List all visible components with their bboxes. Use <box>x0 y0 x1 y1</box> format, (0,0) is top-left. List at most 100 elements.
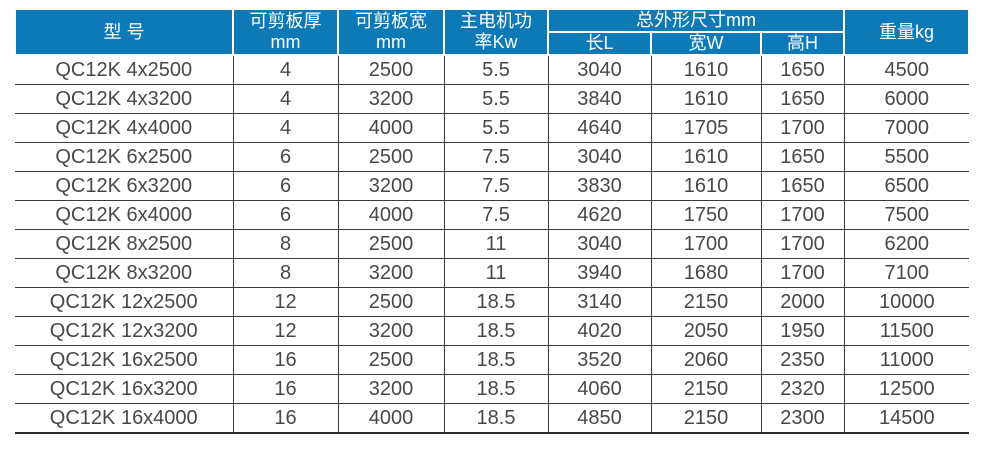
table-row: QC12K 4x4000 4 4000 5.5 4640 1705 1700 7… <box>15 113 970 143</box>
cell-model: QC12K 6x4000 <box>15 200 234 230</box>
cell-weight: 11000 <box>843 345 970 375</box>
cell-power: 5.5 <box>443 55 549 85</box>
cell-power: 18.5 <box>443 345 549 375</box>
cell-thickness: 16 <box>232 403 339 434</box>
cell-power: 18.5 <box>443 287 549 317</box>
cell-length: 4060 <box>547 374 652 404</box>
cell-thickness: 6 <box>232 142 339 172</box>
cell-width-dim: 1610 <box>650 171 762 201</box>
col-header-width-label: 可剪板宽 <box>355 11 427 31</box>
col-header-power-line1: 主电机功 <box>460 11 532 31</box>
cell-height: 1700 <box>760 229 845 259</box>
cell-width: 3200 <box>337 171 445 201</box>
cell-model: QC12K 4x2500 <box>15 55 234 85</box>
cell-thickness: 16 <box>232 374 339 404</box>
cell-width: 3200 <box>337 84 445 114</box>
table-row: QC12K 12x2500 12 2500 18.5 3140 2150 200… <box>15 287 970 317</box>
cell-weight: 10000 <box>843 287 970 317</box>
page: { "colors": { "header_bg": "#0d7ab7", "h… <box>0 8 992 458</box>
cell-height: 1650 <box>760 142 845 172</box>
table-row: QC12K 16x3200 16 3200 18.5 4060 2150 232… <box>15 374 970 404</box>
cell-width-dim: 2050 <box>650 316 762 346</box>
cell-model: QC12K 12x2500 <box>15 287 234 317</box>
cell-weight: 4500 <box>843 55 970 85</box>
cell-power: 5.5 <box>443 113 549 143</box>
cell-thickness: 12 <box>232 287 339 317</box>
cell-power: 18.5 <box>443 403 549 434</box>
cell-length: 4850 <box>547 403 652 434</box>
col-header-width-dim: 宽W <box>650 31 762 56</box>
cell-length: 4620 <box>547 200 652 230</box>
table-row: QC12K 16x2500 16 2500 18.5 3520 2060 235… <box>15 345 970 375</box>
table-row: QC12K 6x4000 6 4000 7.5 4620 1750 1700 7… <box>15 200 970 230</box>
cell-width: 3200 <box>337 374 445 404</box>
cell-length: 4020 <box>547 316 652 346</box>
cell-width: 2500 <box>337 229 445 259</box>
cell-thickness: 16 <box>232 345 339 375</box>
cell-width-dim: 2150 <box>650 374 762 404</box>
cell-power: 7.5 <box>443 200 549 230</box>
cell-width-dim: 1705 <box>650 113 762 143</box>
cell-height: 1650 <box>760 171 845 201</box>
cell-width: 3200 <box>337 316 445 346</box>
cell-width: 2500 <box>337 287 445 317</box>
col-header-length: 长L <box>547 31 652 56</box>
cell-weight: 7500 <box>843 200 970 230</box>
cell-height: 2320 <box>760 374 845 404</box>
cell-weight: 7000 <box>843 113 970 143</box>
table-header: 型 号 可剪板厚 mm 可剪板宽 mm 主电机功 率Kw 总外形尺寸mm 重量k… <box>14 8 971 56</box>
cell-width-dim: 1750 <box>650 200 762 230</box>
col-header-dimensions: 总外形尺寸mm <box>546 8 846 33</box>
cell-height: 2300 <box>760 403 845 434</box>
cell-width-dim: 2150 <box>650 287 762 317</box>
cell-width: 2500 <box>337 142 445 172</box>
table-row: QC12K 6x3200 6 3200 7.5 3830 1610 1650 6… <box>15 171 970 201</box>
cell-width-dim: 1610 <box>650 84 762 114</box>
cell-width-dim: 1610 <box>650 55 762 85</box>
cell-width-dim: 1610 <box>650 142 762 172</box>
cell-height: 1700 <box>760 200 845 230</box>
col-header-power-line2: 率Kw <box>474 32 518 52</box>
table-body: QC12K 4x2500 4 2500 5.5 3040 1610 1650 4… <box>15 55 970 434</box>
cell-power: 5.5 <box>443 84 549 114</box>
cell-height: 1950 <box>760 316 845 346</box>
cell-power: 11 <box>443 258 549 288</box>
cell-thickness: 4 <box>232 113 339 143</box>
cell-weight: 14500 <box>843 403 970 434</box>
table-row: QC12K 6x2500 6 2500 7.5 3040 1610 1650 5… <box>15 142 970 172</box>
cell-weight: 6500 <box>843 171 970 201</box>
table-row: QC12K 8x3200 8 3200 11 3940 1680 1700 71… <box>15 258 970 288</box>
cell-width: 4000 <box>337 200 445 230</box>
header-row-sub: 长L 宽W 高H <box>15 31 969 56</box>
cell-thickness: 6 <box>232 171 339 201</box>
cell-length: 3940 <box>547 258 652 288</box>
cell-length: 3520 <box>547 345 652 375</box>
cell-model: QC12K 16x3200 <box>15 374 234 404</box>
cell-width: 2500 <box>337 55 445 85</box>
col-header-power: 主电机功 率Kw <box>443 8 549 56</box>
col-header-width-unit: mm <box>376 32 406 52</box>
cell-power: 7.5 <box>443 142 549 172</box>
cell-weight: 6000 <box>843 84 970 114</box>
header-row-top: 型 号 可剪板厚 mm 可剪板宽 mm 主电机功 率Kw 总外形尺寸mm 重量k… <box>14 8 971 56</box>
table-row: QC12K 16x4000 16 4000 18.5 4850 2150 230… <box>15 403 970 434</box>
col-header-thickness-unit: mm <box>270 32 301 52</box>
cell-height: 2350 <box>760 345 845 375</box>
spec-sheet: 型 号 可剪板厚 mm 可剪板宽 mm 主电机功 率Kw 总外形尺寸mm 重量k… <box>0 8 992 458</box>
cell-weight: 7100 <box>843 258 970 288</box>
cell-width-dim: 1700 <box>650 229 762 259</box>
table-row: QC12K 12x3200 12 3200 18.5 4020 2050 195… <box>15 316 970 346</box>
cell-weight: 11500 <box>843 316 970 346</box>
cell-height: 2000 <box>760 287 845 317</box>
cell-length: 3040 <box>547 142 652 172</box>
cell-width-dim: 2150 <box>650 403 762 434</box>
cell-length: 3830 <box>547 171 652 201</box>
col-header-thickness-label: 可剪板厚 <box>249 11 322 31</box>
cell-model: QC12K 16x4000 <box>15 403 234 434</box>
col-header-height: 高H <box>759 31 846 56</box>
cell-weight: 12500 <box>843 374 970 404</box>
cell-length: 3040 <box>547 229 652 259</box>
cell-model: QC12K 4x4000 <box>15 113 234 143</box>
cell-width: 3200 <box>337 258 445 288</box>
cell-length: 3840 <box>547 84 652 114</box>
